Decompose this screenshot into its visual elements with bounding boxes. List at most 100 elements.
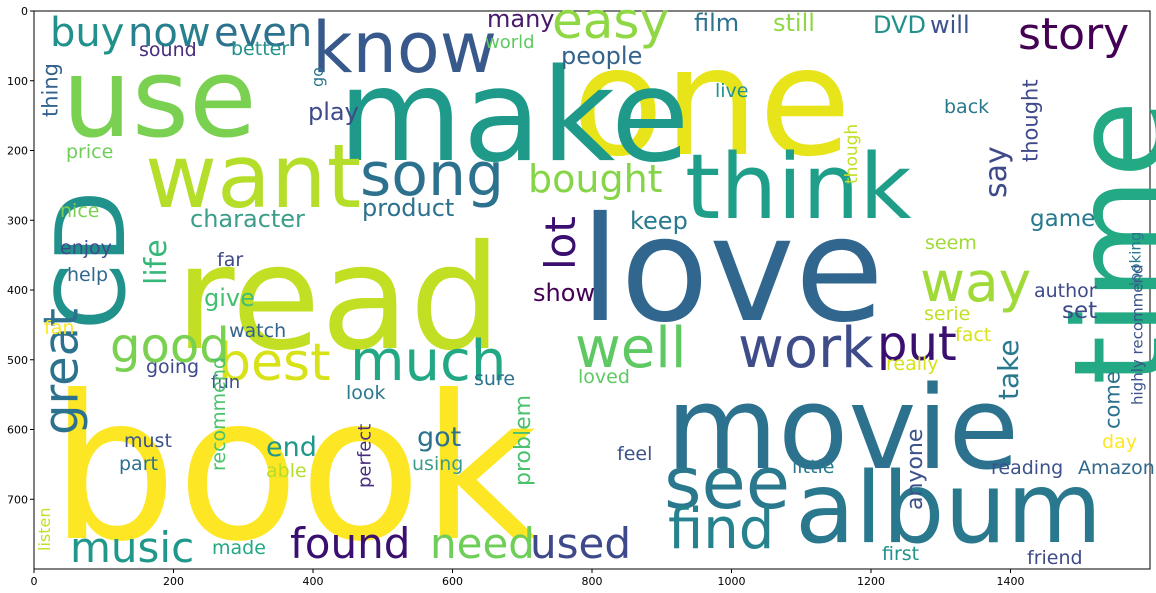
x-tick-label: 1200 <box>857 575 885 588</box>
word-nice: nice <box>60 200 99 222</box>
word-game: game <box>1030 206 1095 232</box>
plot-area <box>33 10 1151 570</box>
word-price: price <box>66 141 113 163</box>
word-going: going <box>146 356 199 378</box>
word-look: look <box>346 382 386 404</box>
y-axis: 0 100 200 300 400 500 600 700 <box>7 5 34 506</box>
word-amazon: Amazon <box>1078 457 1155 479</box>
word-one: one <box>572 16 851 190</box>
word-best: best <box>218 333 330 393</box>
word-many: many <box>487 5 555 33</box>
word-put: put <box>877 316 957 372</box>
x-tick-label: 600 <box>442 575 463 588</box>
x-tick-label: 1400 <box>997 575 1025 588</box>
y-tick-label: 300 <box>7 214 28 227</box>
word-enjoy: enjoy <box>60 237 112 259</box>
word-know: know <box>312 7 497 89</box>
word-time: time <box>1046 100 1156 385</box>
word-world: world <box>485 32 535 53</box>
word-product: product <box>362 194 454 222</box>
word-using: using <box>412 453 463 475</box>
word-first: first <box>882 543 919 565</box>
word-used: used <box>530 519 631 568</box>
y-tick-label: 500 <box>7 354 28 367</box>
word-anyone: anyone <box>903 429 928 510</box>
word-see: see <box>664 441 790 525</box>
word-great: great <box>33 308 89 435</box>
word-recommend: recommend <box>208 357 230 471</box>
word-good: good <box>110 318 230 374</box>
word-love: love <box>580 186 884 355</box>
word-play: play <box>308 98 359 126</box>
word-character: character <box>190 205 305 233</box>
word-fan: fan <box>44 317 74 339</box>
word-lot: lot <box>536 216 585 270</box>
word-feel: feel <box>617 443 652 465</box>
x-tick-label: 800 <box>582 575 603 588</box>
word-find: find <box>668 497 774 562</box>
word-show: show <box>533 279 595 307</box>
word-say: say <box>979 146 1014 198</box>
word-sound: sound <box>139 39 197 61</box>
word-dvd: DVD <box>873 11 926 39</box>
word-come: come <box>1101 371 1125 429</box>
word-fact: fact <box>955 324 991 346</box>
word-even: even <box>214 10 312 56</box>
word-bought: bought <box>528 157 663 201</box>
word-end: end <box>266 432 317 463</box>
word-loved: loved <box>578 366 630 388</box>
word-give: give <box>204 284 255 312</box>
word-live: live <box>715 80 749 102</box>
word-use: use <box>62 34 257 162</box>
word-work: work <box>738 316 874 381</box>
word-friend: friend <box>1027 547 1083 569</box>
y-tick-label: 0 <box>21 5 28 18</box>
word-day: day <box>1102 431 1137 453</box>
word-story: story <box>1018 9 1129 60</box>
word-album: album <box>795 452 1102 566</box>
word-cd: CD <box>37 191 147 331</box>
word-book: book <box>50 353 538 586</box>
word-part: part <box>119 453 158 475</box>
word-able: able <box>266 460 307 482</box>
word-want: want <box>145 125 361 228</box>
word-though: though <box>842 124 862 184</box>
y-tick-label: 200 <box>7 145 28 158</box>
word-thought: thought <box>1019 79 1043 162</box>
x-tick-label: 1000 <box>718 575 746 588</box>
word-will: will <box>930 11 970 39</box>
word-made: made <box>212 537 266 559</box>
word-way: way <box>920 250 1031 314</box>
word-song: song <box>360 140 504 210</box>
x-axis: 0 200 400 600 800 1000 1200 1400 <box>31 569 1025 588</box>
word-listen: listen <box>35 508 54 551</box>
x-tick-label: 0 <box>31 575 38 588</box>
word-people: people <box>561 42 642 70</box>
word-seem: seem <box>925 232 977 254</box>
word-go: go <box>308 67 327 87</box>
word-life: life <box>139 239 174 285</box>
word-looking: looking <box>1126 232 1144 286</box>
word-far: far <box>217 249 243 271</box>
word-must: must <box>124 430 172 452</box>
word-found: found <box>290 519 410 568</box>
x-tick-label: 400 <box>303 575 324 588</box>
word-set: set <box>1062 298 1097 324</box>
word-movie: movie <box>666 362 1019 496</box>
word-problem: problem <box>511 395 536 486</box>
word-watch: watch <box>229 320 286 342</box>
word-serie: serie <box>924 303 970 325</box>
x-tick-label: 200 <box>163 575 184 588</box>
word-better: better <box>231 38 289 60</box>
word-buy: buy <box>50 10 124 56</box>
word-author: author <box>1034 280 1097 302</box>
word-need: need <box>430 519 535 568</box>
word-little: little <box>792 456 834 478</box>
word-keep: keep <box>630 207 688 235</box>
word-sure: sure <box>474 368 515 390</box>
word-music: music <box>70 523 194 572</box>
word-help: help <box>67 264 108 286</box>
word-read: read <box>175 214 502 383</box>
